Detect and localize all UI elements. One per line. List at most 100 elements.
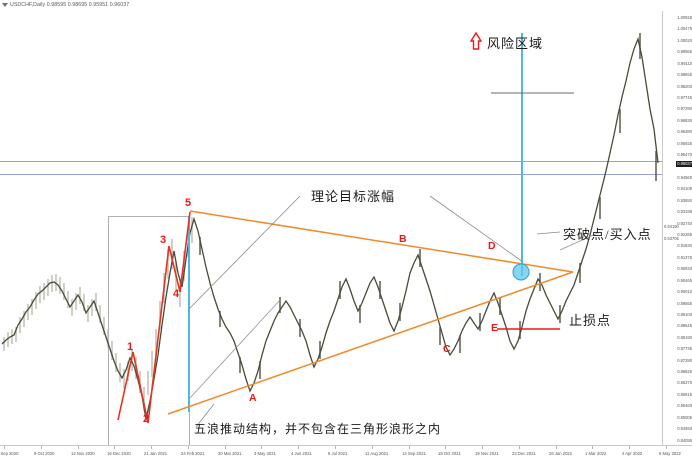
y-tick: 0.95470 [677, 152, 692, 157]
y-tick: 0.97290 [677, 106, 692, 111]
x-tickmark [41, 446, 42, 449]
x-tickmark [225, 446, 226, 449]
x-tickmark [556, 446, 557, 449]
y-tick: 0.84095 [677, 438, 692, 443]
y-tick: 0.86825 [677, 369, 692, 374]
y-tick: 0.90465 [677, 278, 692, 283]
y-tick: 0.94105 [677, 186, 692, 191]
x-tick: 1 Mar 2022 [585, 451, 606, 456]
y-tick: 0.91375 [677, 255, 692, 260]
y-tick: 0.90920 [677, 266, 692, 271]
y-tick: 0.93650 [677, 198, 692, 203]
wave-label-1: 1 [127, 341, 133, 353]
x-tickmark [629, 446, 630, 449]
triangle-label-c: C [443, 343, 451, 355]
x-tickmark [482, 446, 483, 449]
y-tick: 0.91830 [677, 243, 692, 248]
annotation-breakout-buy-point: 突破点/买入点 [563, 224, 652, 243]
vertical-line-breakout [521, 33, 523, 276]
x-tick: 16 Dec 2020 [107, 451, 131, 456]
triangle-label-e: E [491, 322, 498, 334]
triangle-label-d: D [488, 240, 496, 252]
y-tick: 0.88190 [677, 335, 692, 340]
y-tick: 0.99565 [677, 49, 692, 54]
x-tickmark [78, 446, 79, 449]
x-tickmark [409, 446, 410, 449]
y-tick: 0.88645 [677, 323, 692, 328]
y-tick: 0.96380 [677, 129, 692, 134]
x-tickmark [445, 446, 446, 449]
ohlc-path [2, 39, 658, 419]
x-tick: 19 Nov 2021 [475, 451, 499, 456]
x-tick: 18 Oct 2021 [438, 451, 461, 456]
vertical-line-wave5 [188, 216, 190, 412]
x-tick: 4 Apr 2022 [622, 451, 642, 456]
x-tick: 9 Oct 2020 [34, 451, 55, 456]
x-tickmark [114, 446, 115, 449]
x-tickmark [151, 446, 152, 449]
x-tick: 26 Jan 2022 [549, 451, 572, 456]
y-tick: 0.89100 [677, 312, 692, 317]
x-tick: 11 Aug 2021 [365, 451, 388, 456]
x-tickmark [261, 446, 262, 449]
y-tick: 0.95925 [677, 141, 692, 146]
wave-label-4: 4 [173, 288, 179, 300]
x-tick: 21 Jan 2021 [144, 451, 167, 456]
y-tick: 0.98200 [677, 84, 692, 89]
inline-price-label-1: 0.94190 [664, 224, 679, 229]
annotation-stop-loss: 止损点 [569, 310, 611, 329]
y-tick: 0.87280 [677, 358, 692, 363]
x-tick: 4 Jun 2021 [291, 451, 312, 456]
wave-label-3: 3 [160, 234, 166, 246]
y-tick: 0.85005 [677, 415, 692, 420]
x-tick: 14 Sep 2021 [402, 451, 426, 456]
y-tick: 0.93195 [677, 209, 692, 214]
y-tick: 0.89555 [677, 301, 692, 306]
x-tick: 7 Sep 2020 [0, 451, 18, 456]
x-tickmark [188, 446, 189, 449]
x-tickmark [372, 446, 373, 449]
x-tickmark [666, 446, 667, 449]
x-tick: 30 Mar 2021 [218, 451, 242, 456]
x-tickmark [519, 446, 520, 449]
y-tick: 0.87735 [677, 346, 692, 351]
y-tick: 0.97745 [677, 95, 692, 100]
wave-label-5: 5 [185, 197, 191, 209]
y-tick: 1.00928 [677, 15, 692, 20]
annotation-risk-zone: 风险区域 [487, 33, 543, 52]
y-tick: 1.00475 [677, 26, 692, 31]
x-tickmark [335, 446, 336, 449]
y-tick: 0.92740 [677, 221, 692, 226]
current-price-tag: 0.96037 [676, 161, 692, 167]
annotation-theoretical-target: 理论目标涨幅 [311, 186, 395, 205]
y-tick: 0.86370 [677, 380, 692, 385]
triangle-label-a: A [249, 392, 257, 404]
triangle-label-b: B [399, 233, 407, 245]
x-tickmark [298, 446, 299, 449]
collapse-triangle-icon[interactable] [2, 3, 8, 7]
wave-label-2: 2 [143, 413, 149, 425]
date-axis[interactable]: 7 Sep 2020 9 Oct 2020 12 Nov 2020 16 Dec 20… [0, 445, 692, 463]
x-tick: 24 Feb 2021 [181, 451, 205, 456]
x-tickmark [592, 446, 593, 449]
y-tick: 0.98655 [677, 72, 692, 77]
x-tick: 6 May 2022 [659, 451, 681, 456]
y-tick: 0.92285 [677, 232, 692, 237]
x-tickmark [4, 446, 5, 449]
annotation-five-wave-note: 五浪推动结构，并不包含在三角形浪形之内 [194, 420, 441, 437]
y-tick: 0.85915 [677, 392, 692, 397]
x-tick: 8 Jul 2021 [328, 451, 347, 456]
y-tick: 0.99110 [678, 61, 692, 66]
y-tick: 0.90010 [677, 289, 692, 294]
y-tick: 1.00020 [677, 38, 692, 43]
y-tick: 0.94560 [677, 175, 692, 180]
y-tick: 0.96835 [677, 118, 692, 123]
symbol-ohlc-label: USDCHF,Daily 0.98595 0.98695 0.95951 0.9… [10, 1, 129, 10]
y-tick: 0.85460 [677, 403, 692, 408]
x-tick: 23 Dec 2021 [512, 451, 536, 456]
inline-price-label-2: 0.93705 [664, 236, 679, 241]
y-tick: 0.84550 [677, 426, 692, 431]
x-tick: 12 Nov 2020 [71, 451, 95, 456]
x-tick: 3 May 2021 [254, 451, 276, 456]
